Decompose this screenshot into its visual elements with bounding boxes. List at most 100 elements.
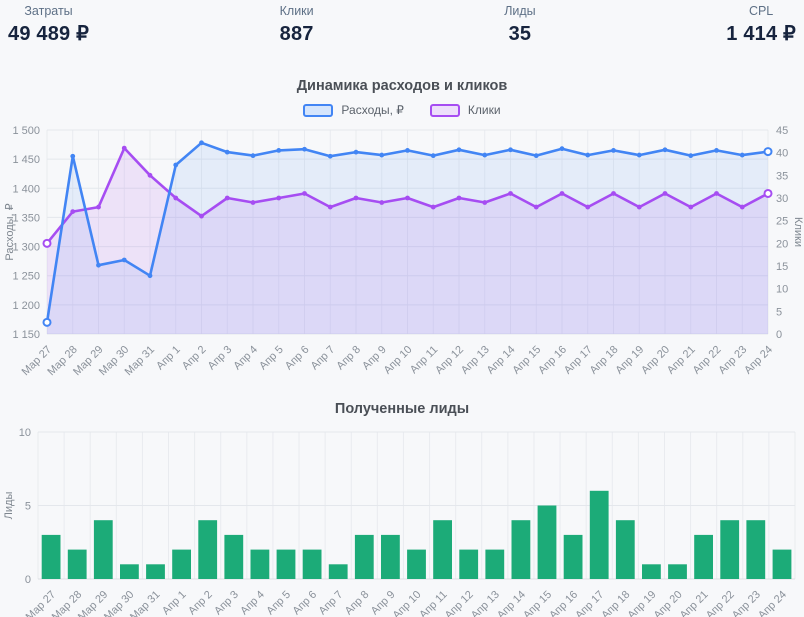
- svg-text:20: 20: [776, 238, 788, 250]
- bar: [459, 549, 479, 579]
- svg-text:5: 5: [25, 501, 31, 513]
- bar: [407, 549, 426, 579]
- svg-text:1 350: 1 350: [12, 212, 40, 224]
- svg-text:15: 15: [776, 261, 788, 273]
- stat-costs-label: Затраты: [24, 4, 73, 18]
- svg-text:25: 25: [776, 216, 788, 228]
- legend-swatch-costs: [303, 103, 334, 117]
- stat-costs: Затраты 49 489 ₽: [8, 4, 89, 46]
- right-axis-title: Клики: [792, 217, 804, 247]
- axis-tick-labels: 0 5 10: [19, 427, 31, 586]
- stat-leads-label: Лиды: [504, 4, 536, 18]
- svg-text:1 450: 1 450: [12, 154, 40, 166]
- svg-text:Апр 8: Апр 8: [343, 589, 372, 617]
- area-clicks: [47, 148, 768, 334]
- stat-clicks: Клики 887: [280, 4, 314, 46]
- bar: [328, 564, 348, 579]
- bar: [381, 534, 400, 579]
- svg-text:Апр 4: Апр 4: [231, 344, 260, 373]
- svg-text:10: 10: [19, 427, 31, 439]
- legend-swatch-clicks: [429, 103, 460, 117]
- bar: [537, 505, 557, 579]
- svg-text:Апр 1: Апр 1: [160, 589, 189, 617]
- svg-text:1 250: 1 250: [12, 271, 40, 283]
- bar: [746, 520, 766, 579]
- svg-text:5: 5: [776, 306, 782, 318]
- svg-text:Апр 8: Апр 8: [334, 344, 363, 373]
- points-clicks: [42, 145, 773, 248]
- svg-text:45: 45: [776, 125, 788, 137]
- y-axis-title: Лиды: [3, 492, 15, 520]
- bar: [615, 520, 635, 579]
- area-costs: [47, 142, 768, 334]
- svg-text:Апр 7: Апр 7: [309, 344, 338, 373]
- axis-tick-labels: 1 500 1 450 1 400 1 350 1 300 1 250 1 200 1 150…: [12, 125, 788, 341]
- costs-clicks-line-chart[interactable]: 1 500 1 450 1 400 1 350 1 300 1 250 1 200 1 150…: [0, 122, 804, 390]
- bar: [198, 520, 218, 579]
- bar-chart-title: Полученные лиды: [334, 401, 470, 417]
- legend-item-clicks[interactable]: Клики: [429, 103, 501, 117]
- bar: [772, 549, 792, 579]
- svg-text:1 200: 1 200: [12, 300, 40, 312]
- svg-text:Апр 24: Апр 24: [756, 589, 789, 617]
- svg-text:0: 0: [776, 329, 782, 341]
- bar: [563, 534, 583, 579]
- legend-label-costs: Расходы, ₽: [341, 103, 404, 117]
- svg-text:Апр 5: Апр 5: [264, 589, 293, 617]
- svg-text:Апр 2: Апр 2: [180, 344, 209, 373]
- bar: [668, 564, 687, 579]
- bar: [433, 520, 452, 579]
- svg-text:Апр 3: Апр 3: [212, 589, 241, 617]
- svg-text:1 500: 1 500: [12, 125, 40, 137]
- svg-text:Апр 6: Апр 6: [291, 589, 320, 617]
- svg-text:Апр 5: Апр 5: [257, 344, 286, 373]
- svg-text:Апр 2: Апр 2: [186, 589, 215, 617]
- stats-row: Затраты 49 489 ₽ Клики 887 Лиды 35 CPL 1…: [0, 4, 804, 46]
- svg-text:30: 30: [776, 193, 788, 205]
- line-chart-title: Динамика расходов и кликов: [296, 78, 508, 94]
- bar: [720, 520, 740, 579]
- svg-text:Апр 10: Апр 10: [382, 344, 415, 377]
- bar: [41, 534, 61, 579]
- svg-text:Апр 7: Апр 7: [317, 589, 346, 617]
- svg-text:1 150: 1 150: [12, 329, 40, 341]
- bars: [41, 490, 792, 579]
- bar: [250, 549, 270, 579]
- stat-cpl-label: CPL: [748, 4, 774, 18]
- bar: [93, 520, 113, 579]
- svg-text:Апр 6: Апр 6: [283, 344, 312, 373]
- bar: [642, 564, 661, 579]
- points-costs: [42, 140, 773, 327]
- svg-text:10: 10: [776, 284, 788, 296]
- svg-text:Мар 31: Мар 31: [128, 589, 163, 617]
- grid-lines: [37, 431, 796, 580]
- bar: [354, 534, 374, 579]
- stat-clicks-label: Клики: [279, 4, 314, 18]
- bar: [694, 534, 713, 579]
- bar: [276, 549, 296, 579]
- svg-text:Апр 4: Апр 4: [238, 589, 267, 617]
- bar: [589, 490, 609, 579]
- bar: [224, 534, 244, 579]
- stat-costs-value: 49 489 ₽: [8, 23, 90, 45]
- bar: [511, 520, 531, 579]
- stat-leads: Лиды 35: [504, 4, 535, 46]
- bar: [120, 564, 139, 579]
- legend-label-clicks: Клики: [467, 103, 501, 117]
- chart-legend: Расходы, ₽ Клики: [0, 103, 804, 117]
- stat-cpl-value: 1 414 ₽: [726, 23, 796, 45]
- stat-clicks-value: 887: [279, 23, 314, 45]
- bar: [172, 549, 191, 579]
- svg-text:1 400: 1 400: [12, 183, 40, 195]
- legend-item-costs[interactable]: Расходы, ₽: [303, 103, 404, 117]
- left-axis-title: Расходы, ₽: [4, 203, 16, 260]
- svg-text:1 300: 1 300: [12, 242, 40, 254]
- stat-cpl: CPL 1 414 ₽: [726, 4, 796, 46]
- bar: [302, 549, 322, 579]
- bar: [67, 549, 87, 579]
- svg-text:40: 40: [776, 148, 788, 160]
